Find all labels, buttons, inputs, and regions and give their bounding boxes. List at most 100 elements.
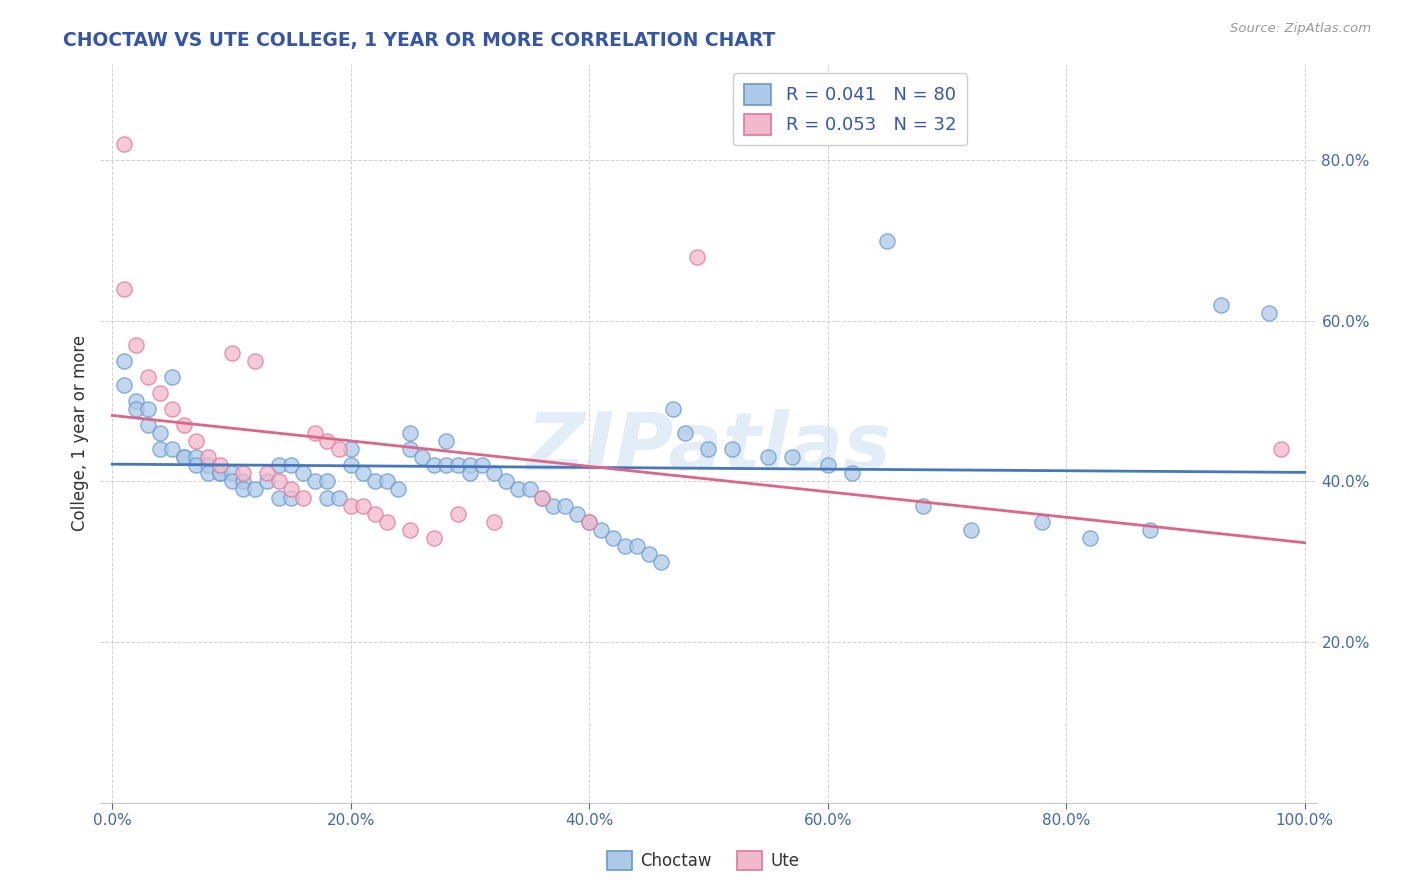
Point xyxy=(328,491,350,505)
Point xyxy=(447,507,470,521)
Y-axis label: College, 1 year or more: College, 1 year or more xyxy=(72,335,89,532)
Point xyxy=(673,426,696,441)
Point xyxy=(197,467,219,481)
Point xyxy=(136,402,159,417)
Point xyxy=(208,458,231,473)
Point xyxy=(221,346,243,360)
Point xyxy=(1031,515,1053,529)
Point xyxy=(221,467,243,481)
Point xyxy=(650,555,672,569)
Point xyxy=(375,475,398,489)
Point xyxy=(160,370,183,384)
Point xyxy=(567,507,589,521)
Point xyxy=(173,450,195,465)
Text: Source: ZipAtlas.com: Source: ZipAtlas.com xyxy=(1230,22,1371,36)
Point xyxy=(506,483,529,497)
Point xyxy=(280,483,302,497)
Point xyxy=(375,515,398,529)
Point xyxy=(256,475,278,489)
Point xyxy=(197,450,219,465)
Point xyxy=(232,467,254,481)
Point xyxy=(434,458,457,473)
Point xyxy=(197,458,219,473)
Point xyxy=(447,458,470,473)
Point xyxy=(482,515,505,529)
Point xyxy=(543,499,565,513)
Point xyxy=(471,458,494,473)
Point xyxy=(387,483,409,497)
Point xyxy=(721,442,744,457)
Text: ZIPatlas: ZIPatlas xyxy=(526,409,891,487)
Point xyxy=(173,418,195,433)
Point xyxy=(221,475,243,489)
Point xyxy=(458,458,481,473)
Point xyxy=(245,354,267,368)
Point xyxy=(280,491,302,505)
Point xyxy=(160,402,183,417)
Point xyxy=(780,450,803,465)
Point xyxy=(173,450,195,465)
Point xyxy=(554,499,576,513)
Point xyxy=(423,458,446,473)
Point xyxy=(232,475,254,489)
Point xyxy=(482,467,505,481)
Point xyxy=(339,499,361,513)
Point xyxy=(112,137,135,152)
Point xyxy=(125,338,148,352)
Point xyxy=(304,475,326,489)
Point xyxy=(399,523,422,537)
Point xyxy=(112,282,135,296)
Point xyxy=(519,483,541,497)
Point xyxy=(316,491,339,505)
Text: CHOCTAW VS UTE COLLEGE, 1 YEAR OR MORE CORRELATION CHART: CHOCTAW VS UTE COLLEGE, 1 YEAR OR MORE C… xyxy=(63,31,776,50)
Point xyxy=(125,402,148,417)
Point xyxy=(495,475,517,489)
Point xyxy=(1211,298,1233,312)
Point xyxy=(149,386,172,401)
Point xyxy=(280,458,302,473)
Point xyxy=(136,370,159,384)
Point xyxy=(232,483,254,497)
Point xyxy=(184,450,207,465)
Point xyxy=(959,523,981,537)
Point xyxy=(256,467,278,481)
Point xyxy=(1270,442,1292,457)
Point xyxy=(1078,531,1101,545)
Point xyxy=(184,458,207,473)
Point xyxy=(269,458,291,473)
Point xyxy=(578,515,600,529)
Point xyxy=(530,491,553,505)
Point xyxy=(149,442,172,457)
Point xyxy=(458,467,481,481)
Point xyxy=(685,250,707,264)
Point xyxy=(339,458,361,473)
Point xyxy=(591,523,613,537)
Point xyxy=(817,458,839,473)
Point xyxy=(697,442,720,457)
Point xyxy=(1139,523,1161,537)
Point xyxy=(352,467,374,481)
Point xyxy=(1257,306,1279,320)
Point xyxy=(245,483,267,497)
Point xyxy=(756,450,779,465)
Point xyxy=(208,467,231,481)
Point xyxy=(363,475,385,489)
Point xyxy=(136,418,159,433)
Point xyxy=(602,531,624,545)
Point xyxy=(112,354,135,368)
Point xyxy=(269,491,291,505)
Point xyxy=(149,426,172,441)
Point xyxy=(411,450,433,465)
Point xyxy=(530,491,553,505)
Point xyxy=(626,539,648,553)
Point xyxy=(434,434,457,449)
Point xyxy=(399,426,422,441)
Point xyxy=(876,234,898,248)
Point xyxy=(292,491,315,505)
Point xyxy=(112,378,135,392)
Point xyxy=(316,434,339,449)
Point xyxy=(578,515,600,529)
Legend: Choctaw, Ute: Choctaw, Ute xyxy=(600,844,806,877)
Point xyxy=(423,531,446,545)
Point xyxy=(912,499,935,513)
